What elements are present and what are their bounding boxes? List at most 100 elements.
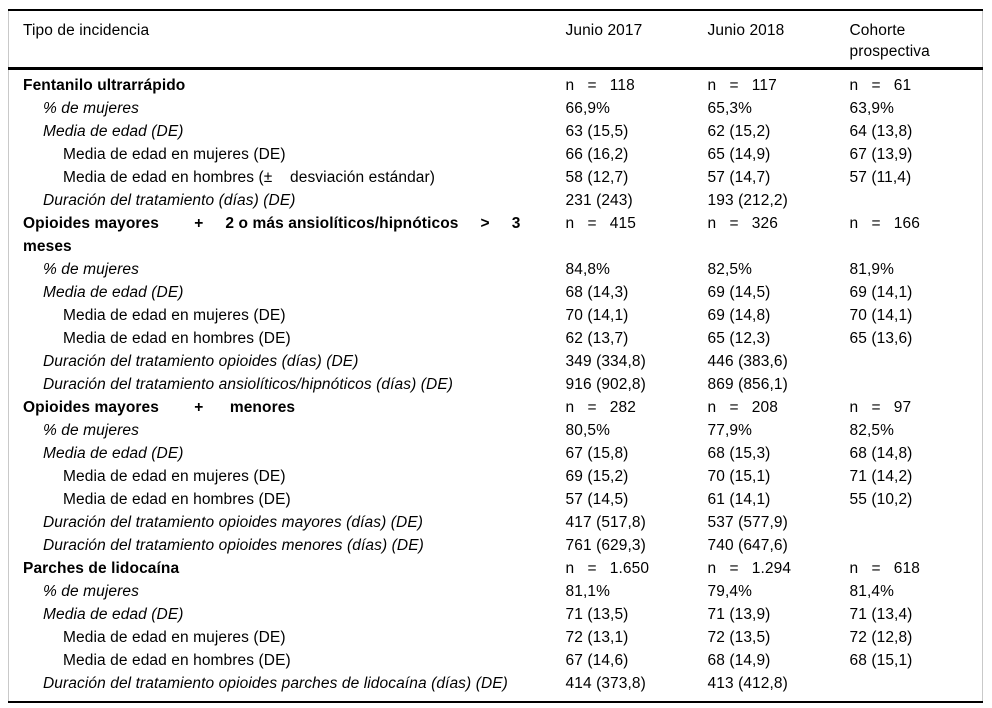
table-row: Media de edad (DE) 68 (14,3) 69 (14,5) 69 (… xyxy=(9,281,983,304)
col-header-junio-2018: Junio 2018 xyxy=(707,10,850,70)
row-label: Duración del tratamiento opioides mayore… xyxy=(43,514,424,531)
cell-value: 414 (373,8) xyxy=(565,675,646,692)
cell-value: 72 (13,5) xyxy=(707,629,771,646)
cell-value: 67 (14,6) xyxy=(565,652,629,669)
row-label: % de mujeres xyxy=(43,583,139,600)
cell-value: 67 (13,9) xyxy=(849,146,913,163)
table-row: Media de edad (DE) 71 (13,5) 71 (13,9) 71 (… xyxy=(9,603,983,626)
cell-value: 740 (647,6) xyxy=(707,537,788,554)
cell-value: 413 (412,8) xyxy=(707,675,788,692)
cell-value: 68 (15,3) xyxy=(707,445,771,462)
row-label: Media de edad (DE) xyxy=(43,123,184,140)
cell-value: 63 (15,5) xyxy=(565,123,629,140)
cell-value: n = 166 xyxy=(849,215,920,232)
cell-value: 72 (12,8) xyxy=(849,629,913,646)
cell-value: 62 (15,2) xyxy=(707,123,771,140)
table-row: % de mujeres 66,9% 65,3% 63,9% xyxy=(9,97,983,120)
row-label: Media de edad en hombres (DE) xyxy=(63,330,291,347)
table-row: Media de edad en hombres (DE) 67 (14,6) 68… xyxy=(9,649,983,672)
cell-value: 69 (15,2) xyxy=(565,468,629,485)
row-label: Media de edad en mujeres (DE) xyxy=(63,468,286,485)
table-row: Media de edad (DE) 63 (15,5) 62 (15,2) 64 (… xyxy=(9,120,983,143)
cell-value: 68 (14,9) xyxy=(707,652,771,669)
row-label: Media de edad en mujeres (DE) xyxy=(63,307,286,324)
row-label: % de mujeres xyxy=(43,261,139,278)
table-row: Opioides mayores + 2 o más ansiolíticos/… xyxy=(9,212,983,258)
row-label: Opioides mayores + menores xyxy=(23,399,296,416)
table-row: Opioides mayores + menores n = 282 n = 208… xyxy=(9,396,983,419)
cell-value: 71 (13,9) xyxy=(707,606,771,623)
cell-value: 63,9% xyxy=(849,100,894,117)
cell-value xyxy=(850,189,983,212)
cell-value: 68 (15,1) xyxy=(849,652,913,669)
cell-value: n = 618 xyxy=(849,560,920,577)
cell-value xyxy=(850,534,983,557)
cell-value: n = 208 xyxy=(707,399,778,416)
cell-value: 64 (13,8) xyxy=(849,123,913,140)
cell-value: 68 (14,8) xyxy=(849,445,913,462)
cell-value: 69 (14,1) xyxy=(849,284,913,301)
table-row: Parches de lidocaína n = 1.650 n = 1.294 n … xyxy=(9,557,983,580)
cell-value: 417 (517,8) xyxy=(565,514,646,531)
cell-value: n = 118 xyxy=(565,77,635,94)
cell-value: n = 282 xyxy=(565,399,636,416)
cell-value: 62 (13,7) xyxy=(565,330,629,347)
row-label: % de mujeres xyxy=(43,422,139,439)
table-row: Duración del tratamiento opioides parche… xyxy=(9,672,983,702)
row-label: Media de edad en mujeres (DE) xyxy=(63,146,286,163)
cell-value: 65 (14,9) xyxy=(707,146,771,163)
row-label: % de mujeres xyxy=(43,100,139,117)
row-label: Parches de lidocaína xyxy=(23,560,180,577)
table-row: % de mujeres 80,5% 77,9% 82,5% xyxy=(9,419,983,442)
table-row: Media de edad en hombres (± desviación e… xyxy=(9,166,983,189)
cell-value: 231 (243) xyxy=(565,192,633,209)
cell-value: 57 (11,4) xyxy=(849,169,912,186)
row-label: Duración del tratamiento (días) (DE) xyxy=(43,192,296,209)
cell-value: 61 (14,1) xyxy=(707,491,771,508)
table-row: Duración del tratamiento opioides menore… xyxy=(9,534,983,557)
cell-value: n = 1.650 xyxy=(565,560,650,577)
table-row: % de mujeres 84,8% 82,5% 81,9% xyxy=(9,258,983,281)
table-row: Media de edad en mujeres (DE) 66 (16,2) 65… xyxy=(9,143,983,166)
cell-value: 349 (334,8) xyxy=(565,353,646,370)
table-row: Media de edad en hombres (DE) 57 (14,5) 61… xyxy=(9,488,983,511)
cell-value: 58 (12,7) xyxy=(565,169,629,186)
cell-value: 81,4% xyxy=(849,583,894,600)
cell-value: 446 (383,6) xyxy=(707,353,788,370)
table-row: Duración del tratamiento ansiolíticos/hi… xyxy=(9,373,983,396)
cell-value: 57 (14,5) xyxy=(565,491,629,508)
cell-value: 69 (14,8) xyxy=(707,307,771,324)
cell-value: 72 (13,1) xyxy=(565,629,629,646)
cell-value: 65,3% xyxy=(707,100,752,117)
cell-value: n = 1.294 xyxy=(707,560,792,577)
table-row: Media de edad en hombres (DE) 62 (13,7) 65… xyxy=(9,327,983,350)
table-row: Media de edad en mujeres (DE) 70 (14,1) 69… xyxy=(9,304,983,327)
cell-value: 66 (16,2) xyxy=(565,146,629,163)
cell-value: n = 117 xyxy=(707,77,777,94)
table-row: % de mujeres 81,1% 79,4% 81,4% xyxy=(9,580,983,603)
row-label: Fentanilo ultrarrápido xyxy=(23,77,186,94)
cell-value: 67 (15,8) xyxy=(565,445,629,462)
cell-value: 55 (10,2) xyxy=(849,491,913,508)
cell-value: n = 97 xyxy=(849,399,912,416)
incidence-table: Tipo de incidencia Junio 2017 Junio 2018… xyxy=(8,9,983,703)
row-label: Opioides mayores + 2 o más ansiolíticos/… xyxy=(23,215,521,255)
cell-value: 70 (14,1) xyxy=(849,307,913,324)
header-row: Tipo de incidencia Junio 2017 Junio 2018… xyxy=(8,10,983,70)
cell-value: 70 (15,1) xyxy=(707,468,771,485)
row-label: Duración del tratamiento ansiolíticos/hi… xyxy=(43,376,454,393)
incidence-table-container: Tipo de incidencia Junio 2017 Junio 2018… xyxy=(8,9,983,703)
cell-value: 77,9% xyxy=(707,422,752,439)
cell-value: 82,5% xyxy=(707,261,752,278)
cell-value: 869 (856,1) xyxy=(707,376,788,393)
row-label: Media de edad en hombres (DE) xyxy=(63,491,291,508)
cell-value: 71 (13,4) xyxy=(849,606,913,623)
cell-value xyxy=(850,511,983,534)
cell-value: n = 326 xyxy=(707,215,778,232)
cell-value: 916 (902,8) xyxy=(565,376,646,393)
table-row: Media de edad en mujeres (DE) 72 (13,1) 72… xyxy=(9,626,983,649)
cell-value: 537 (577,9) xyxy=(707,514,788,531)
cell-value xyxy=(850,350,983,373)
table-row: Media de edad (DE) 67 (15,8) 68 (15,3) 68 (… xyxy=(9,442,983,465)
